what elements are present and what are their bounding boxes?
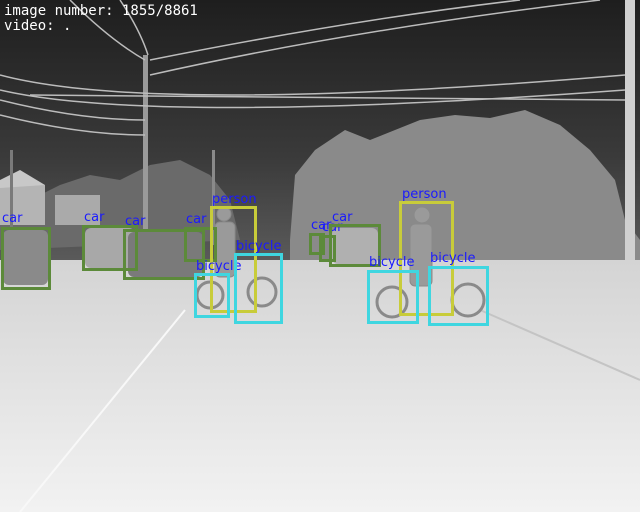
detection-box-car	[329, 224, 381, 267]
car-shape	[332, 228, 378, 264]
detection-label-bicycle: bicycle	[430, 251, 476, 266]
detection-box-bicycle	[234, 253, 283, 324]
detection-label-bicycle: bicycle	[369, 255, 415, 270]
detection-label-person: person	[212, 192, 257, 207]
video-text: video: .	[4, 18, 72, 34]
utility-pole-right	[625, 0, 635, 270]
detection-label-bicycle: bicycle	[236, 239, 282, 254]
utility-pole-left	[143, 55, 148, 265]
sidewalk-edge	[479, 309, 640, 381]
detection-label-person: person	[402, 187, 447, 202]
tree-line-left	[0, 160, 240, 250]
image-number-text: image number: 1855/8861	[4, 3, 198, 19]
detection-box-bicycle	[194, 273, 230, 318]
detection-box-bicycle	[367, 270, 419, 324]
detection-box-person	[399, 201, 454, 316]
detection-label-car: car	[186, 212, 207, 227]
power-lines	[0, 0, 626, 136]
road-lane-line	[19, 309, 186, 512]
house-left	[0, 185, 45, 225]
road	[0, 260, 640, 512]
detection-label-car: car	[332, 210, 353, 225]
detection-box-car	[309, 233, 325, 255]
house-left-2	[55, 195, 100, 225]
detection-label-car: car	[2, 211, 23, 226]
detection-box-car	[319, 235, 336, 262]
utility-pole-mid	[212, 150, 215, 245]
detection-box-bicycle	[428, 266, 489, 326]
detection-box-car	[123, 229, 205, 280]
detection-label-car: car	[125, 214, 146, 229]
car-shape	[3, 230, 48, 285]
detection-box-car	[1, 227, 51, 290]
utility-pole-far-left	[10, 150, 13, 230]
car-shape	[85, 228, 135, 268]
detection-label-bicycle: bicycle	[196, 259, 242, 274]
detection-label-car: car	[311, 218, 332, 233]
detection-box-car	[184, 227, 217, 262]
detection-box-person	[210, 206, 257, 313]
detection-label-car: car	[84, 210, 105, 225]
detection-box-car	[82, 225, 138, 271]
